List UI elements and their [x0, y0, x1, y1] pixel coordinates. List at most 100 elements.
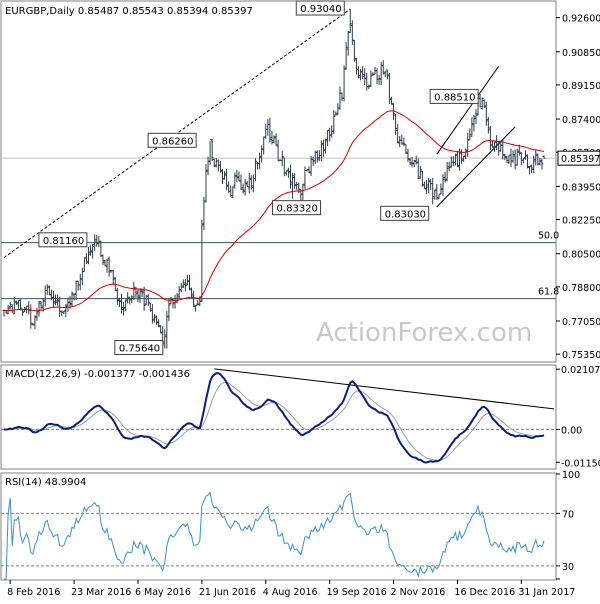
ohlc-bar	[258, 152, 262, 169]
ohlc-bar	[301, 183, 305, 201]
ohlc-bar	[501, 139, 505, 160]
ohlc-bar	[107, 256, 111, 277]
ohlc-bar	[435, 184, 439, 200]
ohlc-bar	[167, 298, 171, 322]
x-tick-label: 6 May 2016	[135, 587, 191, 598]
rsi-y-tick-label: 70	[562, 509, 574, 520]
ohlc-bar	[208, 139, 212, 166]
price-annotation-label: 0.83030	[385, 209, 426, 220]
ohlc-bar	[464, 148, 468, 160]
ohlc-bar	[311, 156, 315, 166]
ohlc-bar	[453, 153, 457, 166]
ohlc-bar	[528, 165, 532, 175]
ohlc-bar	[484, 101, 488, 126]
price-panel-frame	[0, 0, 557, 363]
x-tick-label: 23 Mar 2016	[71, 587, 131, 598]
price-annotation-box	[114, 340, 164, 356]
ohlc-bar	[274, 133, 278, 146]
x-tick-label: 4 Aug 2016	[263, 587, 318, 598]
ohlc-bar	[140, 288, 144, 298]
ohlc-bar	[97, 236, 101, 248]
ohlc-bar	[517, 144, 521, 156]
ohlc-bar	[115, 287, 119, 305]
macd-trendline	[214, 368, 555, 410]
ohlc-bar	[82, 257, 86, 272]
ohlc-bar	[185, 274, 189, 286]
ohlc-bar	[196, 300, 200, 306]
current-price-tag-label: 0.85397	[561, 154, 600, 165]
trendline-support-dotted	[3, 8, 351, 258]
ohlc-bar	[68, 296, 72, 309]
ohlc-bar	[412, 159, 416, 168]
ohlc-bar	[352, 40, 356, 62]
ohlc-bar	[56, 294, 60, 306]
ohlc-bar	[119, 293, 123, 314]
price-annotation-box	[429, 88, 479, 104]
ohlc-bar	[54, 294, 58, 306]
ohlc-bar	[87, 247, 91, 265]
ohlc-bar	[282, 157, 286, 177]
ohlc-bar	[268, 117, 272, 143]
ohlc-bar	[181, 279, 185, 289]
ohlc-bar	[138, 289, 142, 303]
ohlc-bar	[406, 149, 410, 163]
price-annotation-box	[380, 205, 430, 221]
x-tick-label: 19 Sep 2016	[327, 587, 387, 598]
ohlc-bar	[422, 181, 426, 189]
ohlc-bar	[348, 9, 352, 34]
price-y-tick-label: 0.82250	[562, 216, 600, 227]
price-y-tick-label: 0.80500	[562, 250, 600, 261]
rsi-layer	[1, 491, 556, 580]
ohlc-bar	[499, 140, 503, 152]
x-tick-label: 8 Feb 2016	[7, 587, 60, 598]
ohlc-bar	[39, 301, 43, 310]
ohlc-bar	[389, 96, 393, 105]
ohlc-bar	[431, 177, 435, 205]
ohlc-bar	[117, 297, 121, 308]
ohlc-bar	[241, 183, 245, 194]
ohlc-bar	[124, 299, 128, 312]
ohlc-bar	[330, 125, 334, 138]
ohlc-bar	[165, 311, 169, 349]
ohlc-bar	[206, 156, 210, 176]
ohlc-bar	[503, 153, 507, 160]
ohlc-bar	[324, 138, 328, 154]
ohlc-bar	[408, 158, 412, 165]
ohlc-bar	[532, 155, 536, 174]
ohlc-bar	[235, 169, 239, 183]
ohlc-bar	[192, 290, 196, 307]
ohlc-bar	[91, 243, 95, 259]
ohlc-bar	[284, 170, 288, 176]
ohlc-bar	[243, 178, 247, 196]
ohlc-bar	[447, 161, 451, 172]
ohlc-bar	[466, 132, 470, 157]
ohlc-bar	[72, 293, 76, 301]
ohlc-bar	[18, 299, 22, 311]
x-tick-label: 31 Jan 2017	[518, 587, 575, 598]
price-annotation-box	[295, 0, 345, 16]
ohlc-bar	[332, 110, 336, 134]
ohlc-bar	[51, 291, 55, 308]
ohlc-bar	[253, 158, 257, 181]
ohlc-bar	[78, 273, 82, 291]
ohlc-bar	[420, 170, 424, 187]
ohlc-bar	[128, 296, 132, 305]
ohlc-bar	[455, 150, 459, 168]
ohlc-bar	[443, 171, 447, 183]
price-annotation-box	[38, 232, 88, 248]
ohlc-bar	[357, 66, 361, 79]
ohlc-bar	[152, 314, 156, 323]
ohlc-bar	[84, 253, 88, 264]
ohlc-bar	[523, 150, 527, 160]
ohlc-bar	[276, 139, 280, 162]
ohlc-bar	[212, 158, 216, 168]
ohlc-bar	[105, 259, 109, 273]
ohlc-bar	[394, 113, 398, 135]
chart-title: EURGBP,Daily 0.85487 0.85543 0.85394 0.8…	[5, 6, 253, 17]
ohlc-bar	[377, 75, 381, 85]
ohlc-bar	[293, 173, 297, 189]
ohlc-bar	[410, 156, 414, 168]
ohlc-bar	[462, 156, 466, 162]
